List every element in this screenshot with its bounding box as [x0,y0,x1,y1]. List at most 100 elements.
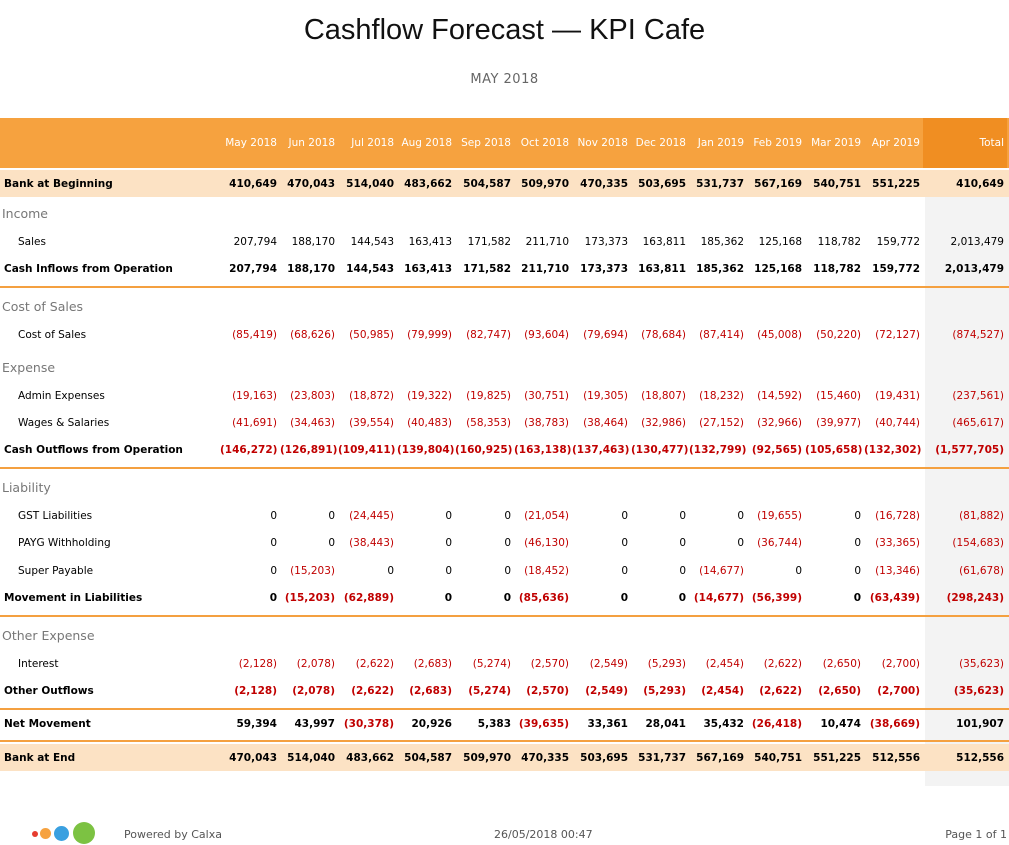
value-cell: (30,378) [343,718,394,730]
row-label: Bank at End [4,751,76,764]
value-cell: 33,361 [587,718,628,730]
value-cell: (2,570) [530,658,569,670]
value-cell: 118,782 [813,263,861,275]
table-row-cash-outflows: Cash Outflows from Operation (146,272) (12… [0,438,1009,462]
column-header: Sep 2018 [461,137,511,149]
value-cell: (2,128) [238,658,277,670]
value-cell: 188,170 [291,236,335,248]
total-cell: 410,649 [956,177,1004,190]
column-header-total: Total [923,118,1007,168]
value-cell: 551,225 [872,177,920,190]
value-cell: (109,411) [338,444,396,456]
value-cell: (72,127) [875,329,920,341]
row-label: PAYG Withholding [18,537,111,549]
table-row-bank-end: Bank at End 470,043 514,040 483,662 504,587 5… [0,744,1009,771]
section-divider [0,286,1009,288]
value-cell: 0 [445,510,452,522]
value-cell: (46,130) [524,537,569,549]
value-cell: (18,872) [349,390,394,402]
column-header: Mar 2019 [811,137,861,149]
value-cell: (5,274) [468,685,511,697]
value-cell: 0 [270,565,277,577]
value-cell: (2,700) [881,658,920,670]
value-cell: 0 [444,592,452,604]
calxa-logo [32,822,102,844]
value-cell: (56,399) [751,592,802,604]
value-cell: (50,220) [816,329,861,341]
value-cell: 28,041 [645,718,686,730]
value-cell: (85,419) [232,329,277,341]
value-cell: (45,008) [757,329,802,341]
value-cell: (19,825) [466,390,511,402]
value-cell: (40,744) [875,417,920,429]
value-cell: 0 [854,537,861,549]
value-cell: (5,274) [472,658,511,670]
value-cell: 0 [328,537,335,549]
value-cell: (163,138) [514,444,572,456]
value-cell: 0 [504,537,511,549]
value-cell: (2,549) [589,658,628,670]
row-label: Other Outflows [4,685,94,697]
section-heading: Cost of Sales [2,298,84,314]
table-row-cash-inflows: Cash Inflows from Operation 207,794 188,17… [0,257,1009,281]
value-cell: 0 [504,510,511,522]
table-row-bank-beginning: Bank at Beginning 410,649 470,043 514,040 48… [0,170,1009,197]
value-cell: 0 [503,592,511,604]
value-cell: (2,570) [526,685,569,697]
value-cell: (19,431) [875,390,920,402]
value-cell: 144,543 [350,236,394,248]
value-cell: (14,592) [757,390,802,402]
value-cell: (30,751) [524,390,569,402]
table-row-sales: Sales 207,794 188,170 144,543 163,413 171,582… [0,230,1009,254]
value-cell: 540,751 [754,751,802,764]
total-cell: (298,243) [946,592,1004,604]
section-heading: Other Expense [2,627,95,643]
value-cell: (2,650) [822,658,861,670]
table-row-interest: Interest (2,128) (2,078) (2,622) (2,683) (5,2… [0,652,1009,676]
value-cell: (32,966) [757,417,802,429]
value-cell: (85,636) [518,592,569,604]
total-column-background [925,196,1009,786]
value-cell: 0 [270,510,277,522]
value-cell: (15,203) [290,565,335,577]
table-row-net-movement: Net Movement 59,394 43,997 (30,378) 20,926 5,… [0,712,1009,736]
row-label: Wages & Salaries [18,417,110,429]
value-cell: 567,169 [696,751,744,764]
row-label: Sales [18,236,46,248]
total-cell: (35,623) [953,685,1004,697]
value-cell: (130,477) [631,444,689,456]
value-cell: (139,804) [397,444,455,456]
row-label: Admin Expenses [18,390,105,402]
value-cell: (39,977) [816,417,861,429]
value-cell: 211,710 [525,236,569,248]
value-cell: 514,040 [287,751,335,764]
column-header: Jan 2019 [697,137,744,149]
section-heading-row: Cost of Sales [0,293,1009,319]
total-cell: 101,907 [956,718,1004,730]
value-cell: (2,622) [351,685,394,697]
value-cell: 207,794 [233,236,277,248]
total-cell: (465,617) [952,417,1004,429]
value-cell: 0 [679,510,686,522]
value-cell: 0 [621,537,628,549]
value-cell: (50,985) [349,329,394,341]
value-cell: (5,293) [647,658,686,670]
value-cell: (38,443) [349,537,394,549]
value-cell: (82,747) [466,329,511,341]
total-cell: (81,882) [959,510,1004,522]
value-cell: (132,799) [689,444,747,456]
logo-dot-green [73,822,95,844]
value-cell: 0 [854,565,861,577]
value-cell: 125,168 [758,236,802,248]
value-cell: (13,346) [875,565,920,577]
value-cell: (19,655) [757,510,802,522]
value-cell: (2,683) [413,658,452,670]
table-row-admin: Admin Expenses (19,163) (23,803) (18,872) (1… [0,384,1009,408]
table-header-row: May 2018 Jun 2018 Jul 2018 Aug 2018 Sep … [0,118,1009,168]
value-cell: (15,460) [816,390,861,402]
value-cell: 0 [854,510,861,522]
value-cell: (2,650) [818,685,861,697]
section-heading: Income [2,205,48,221]
value-cell: 185,362 [696,263,744,275]
value-cell: (105,658) [805,444,863,456]
